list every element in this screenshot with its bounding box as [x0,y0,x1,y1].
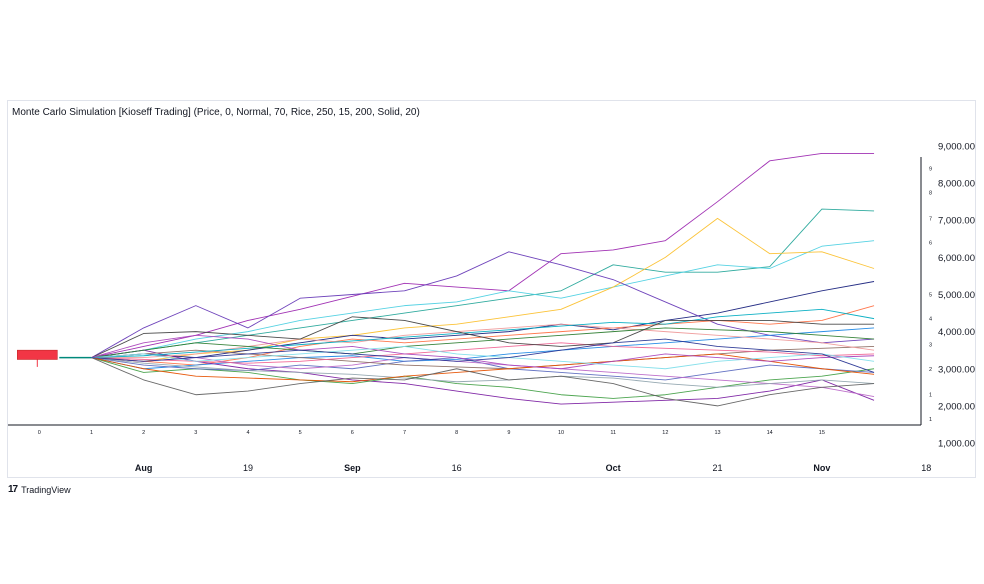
step-label: 9 [507,430,510,436]
step-label: 4 [246,430,249,436]
simulation-path-23 [91,346,875,370]
simulation-path-18 [91,353,875,383]
step-label: 11 [610,430,616,436]
date-tick-label: Oct [606,463,621,473]
percentile-label: 1 [929,393,932,399]
date-tick-label: Aug [135,463,153,473]
simulation-path-16 [91,342,875,364]
step-label: 7 [403,430,406,436]
percentile-label: 9 [929,166,932,172]
step-label: 13 [714,430,720,436]
step-label: 1 [90,430,93,436]
simulation-path-10 [91,357,875,399]
step-label: 14 [767,430,773,436]
y-tick-label: 6,000.00 [938,253,975,264]
simulation-path-12 [91,357,875,398]
y-tick-label: 7,000.00 [938,216,975,227]
step-label: 3 [194,430,197,436]
simulation-path-24 [91,338,875,373]
percentile-label: 5 [929,292,932,298]
date-tick-label: 16 [452,463,462,473]
y-tick-label: 2,000.00 [938,401,975,412]
y-tick-label: 8,000.00 [938,179,975,190]
step-label: 10 [558,430,564,436]
step-label: 6 [351,430,354,436]
simulation-path-1 [91,152,875,359]
tradingview-brand[interactable]: 17 TradingView [8,484,71,495]
simulation-path-4 [91,217,875,362]
chart-title: Monte Carlo Simulation [Kioseff Trading]… [12,107,420,118]
y-tick-label: 4,000.00 [938,327,975,338]
step-label: 2 [142,430,145,436]
date-tick-label: 19 [243,463,253,473]
simulation-path-17 [91,308,875,359]
date-tick-label: Sep [344,463,361,473]
simulation-path-15 [91,357,875,388]
y-tick-label: 5,000.00 [938,290,975,301]
simulation-path-20 [91,316,875,359]
simulation-path-2 [91,208,875,359]
percentile-label: 6 [929,241,932,247]
simulation-path-5 [91,281,875,359]
step-label: 15 [819,430,825,436]
brand-name: TradingView [21,484,71,495]
tradingview-logo-icon: 17 [8,484,18,495]
simulation-path-13 [91,346,875,370]
y-tick-label: 1,000.00 [938,439,975,450]
percentile-label: 4 [929,317,932,323]
date-tick-label: Nov [813,463,830,473]
step-label: 8 [455,430,458,436]
step-label: 0 [38,430,41,436]
simulation-path-3 [91,240,875,359]
percentile-label: 3 [929,343,932,349]
y-tick-label: 9,000.00 [938,141,975,152]
chart-pane [7,100,976,478]
simulation-path-21 [91,357,875,407]
simulation-path-6 [91,251,875,359]
simulation-path-9 [91,349,875,405]
percentile-label: 2 [929,367,932,373]
candle-body [17,349,58,360]
simulation-path-19 [91,327,875,359]
y-tick-label: 3,000.00 [938,364,975,375]
percentile-label: 7 [929,216,932,222]
step-label: 12 [662,430,668,436]
date-tick-label: 21 [713,463,723,473]
step-label: 5 [299,430,302,436]
percentile-label: 8 [929,190,932,196]
percentile-label: 1 [929,417,932,423]
date-tick-label: 18 [921,463,931,473]
